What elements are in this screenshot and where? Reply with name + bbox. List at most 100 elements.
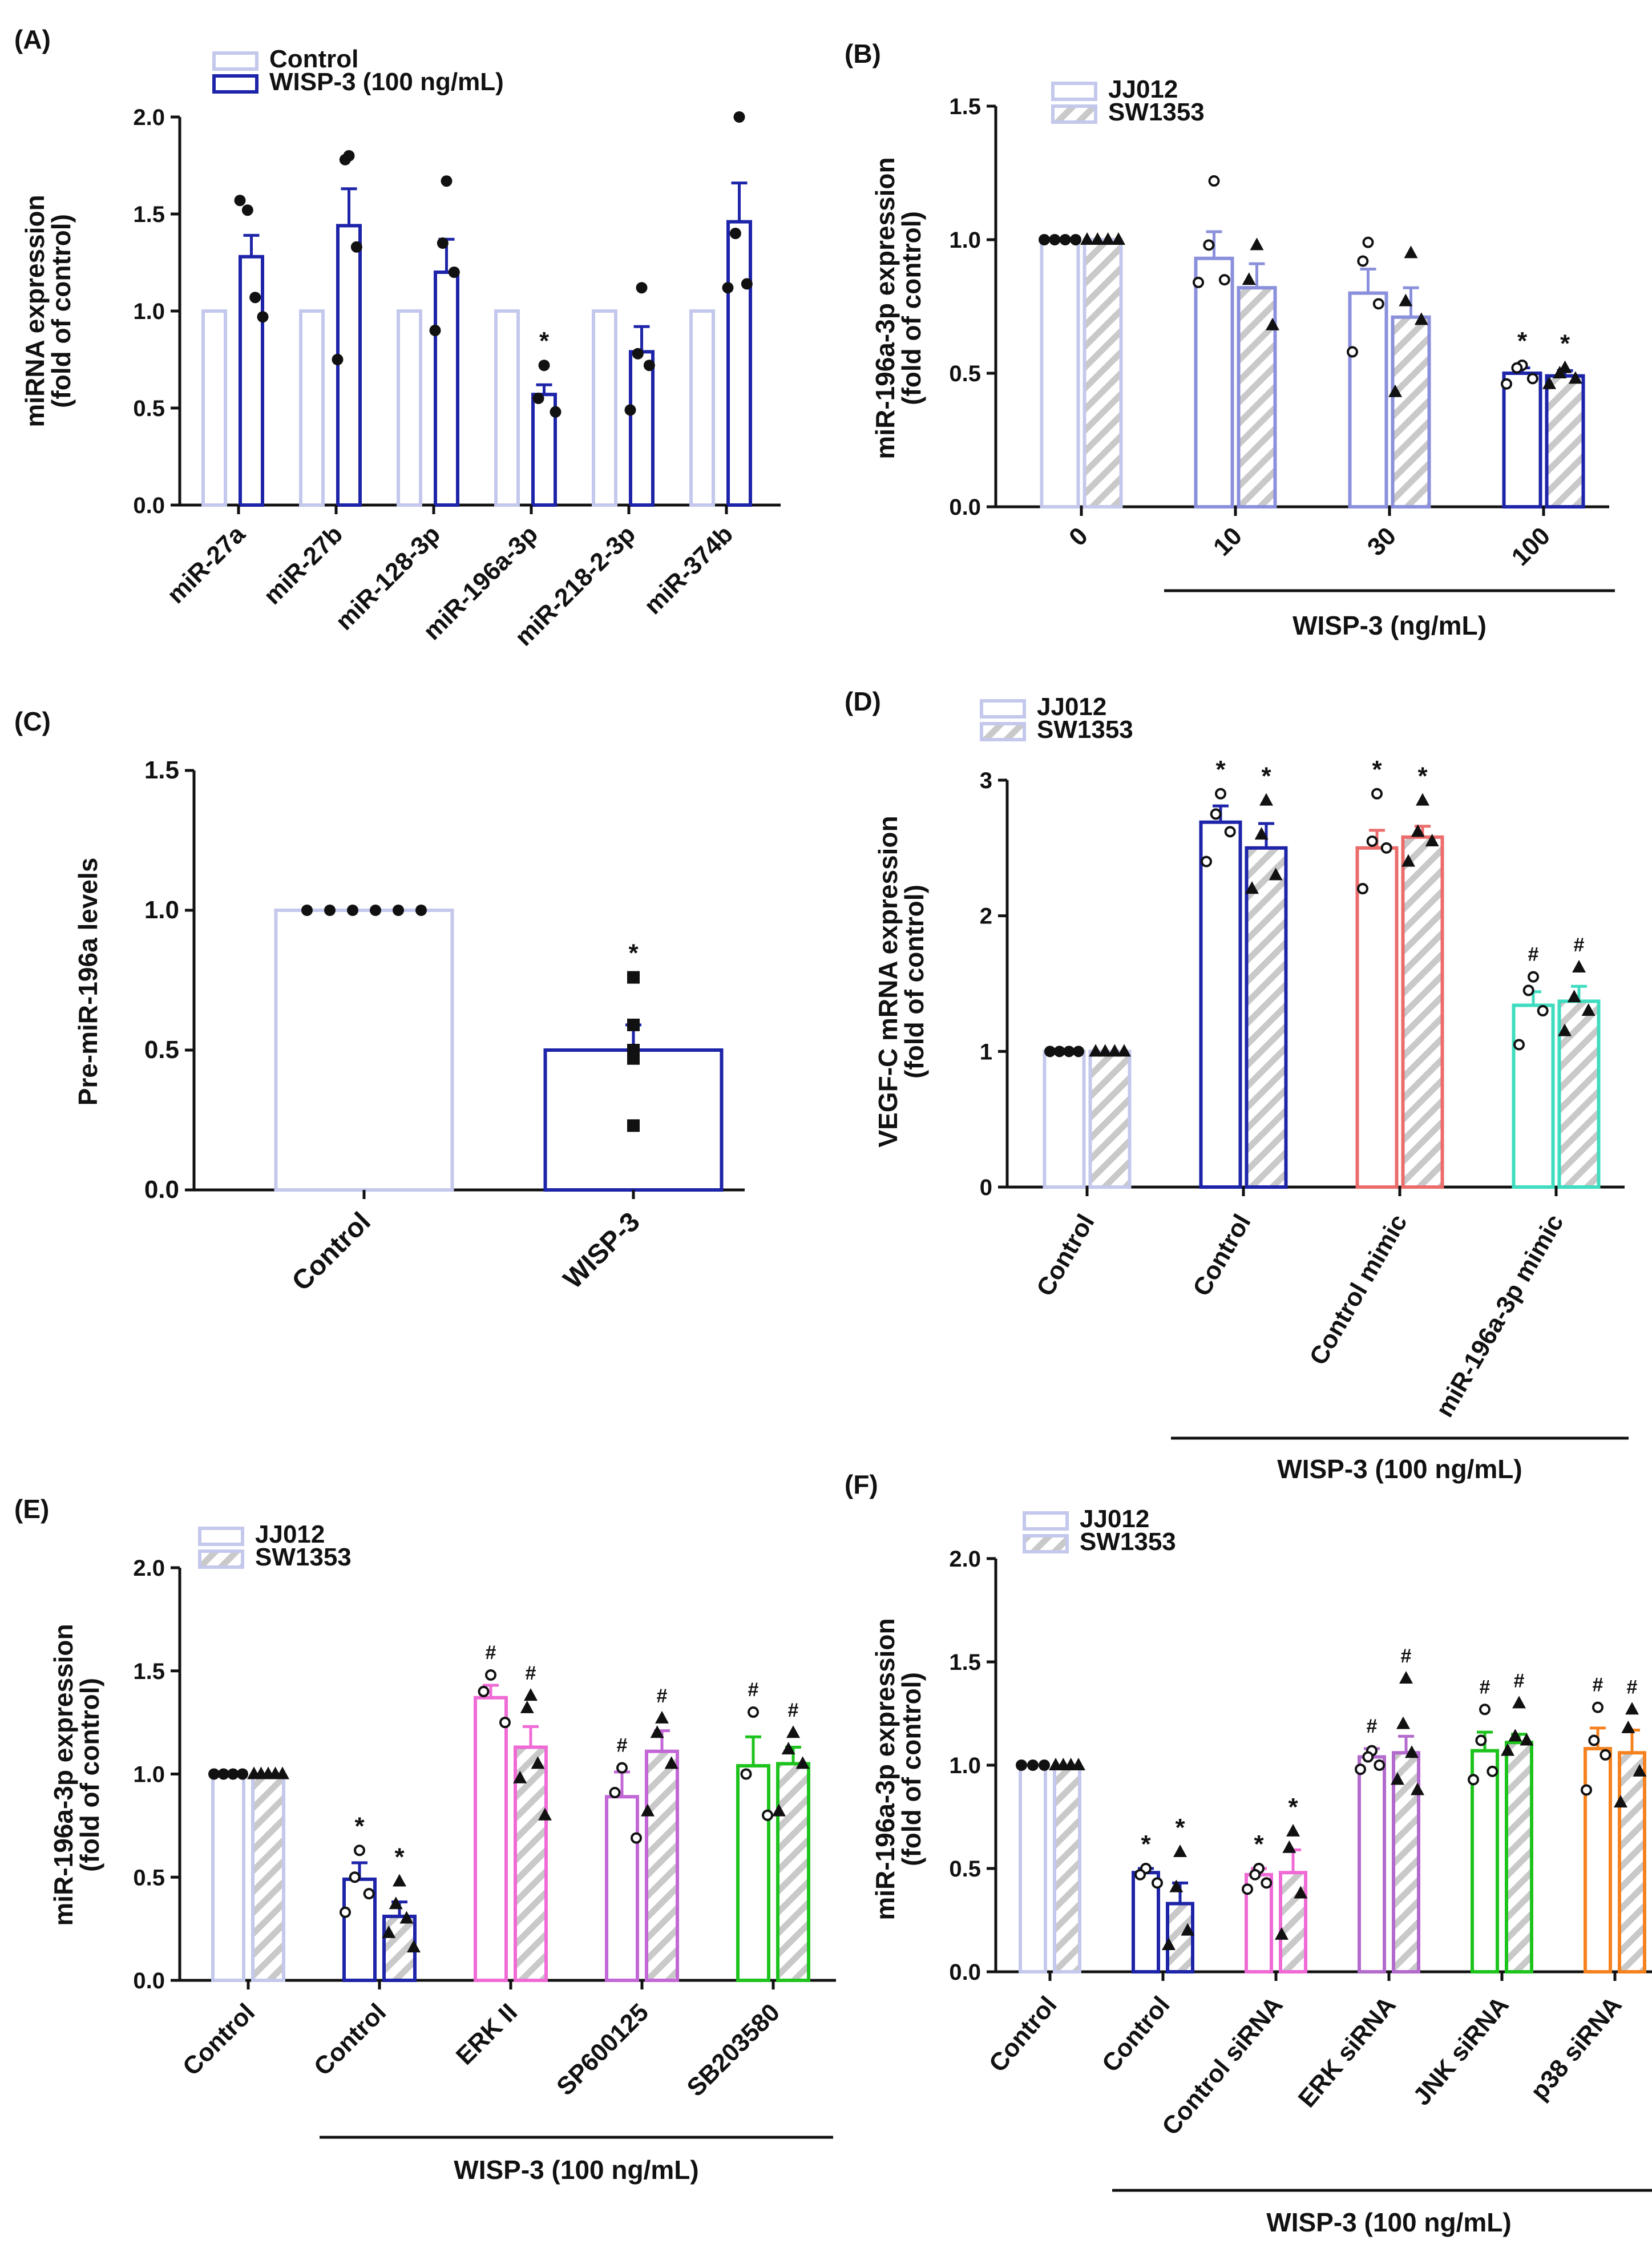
significance-marker: # (1528, 944, 1539, 966)
bar (397, 309, 422, 507)
data-point (389, 1896, 403, 1910)
data-point (1501, 378, 1512, 390)
data-point (1063, 1046, 1075, 1058)
data-point (1059, 234, 1071, 245)
panel-label: (E) (14, 1494, 49, 1524)
data-point (1391, 1772, 1404, 1785)
y-tick-label: 2 (980, 904, 992, 929)
significance-marker: # (1480, 1676, 1491, 1698)
legend-swatch (198, 1527, 244, 1546)
data-point (1468, 1774, 1479, 1786)
data-point (1090, 232, 1105, 245)
significance-marker: # (486, 1642, 496, 1664)
x-tick-label: miR-27a (161, 520, 251, 609)
bar (1194, 256, 1234, 508)
x-tick-label: SB203580 (681, 1998, 785, 2102)
data-point (429, 325, 441, 336)
y-tick-label: 1.0 (133, 1762, 165, 1787)
data-point (532, 393, 544, 404)
significance-marker: * (1417, 762, 1428, 790)
data-point (1016, 1759, 1027, 1771)
significance-marker: # (1514, 1670, 1525, 1692)
data-point (1250, 237, 1264, 251)
data-point (1249, 1868, 1261, 1880)
y-tick-label: 1.0 (144, 896, 179, 924)
bar (474, 1696, 508, 1983)
bar (494, 309, 520, 507)
data-point (1173, 1845, 1187, 1858)
data-point (1522, 984, 1534, 996)
y-axis-label: (fold of control) (899, 885, 929, 1079)
data-point (363, 1888, 375, 1900)
data-point (437, 237, 449, 249)
panel-a: (A) miRNA expression(fold of control) 0.0 0… (14, 25, 781, 651)
data-point (1282, 1840, 1296, 1853)
data-point (257, 311, 269, 323)
data-point (1508, 1729, 1522, 1742)
significance-marker: * (354, 1812, 365, 1840)
data-point (217, 1768, 229, 1780)
data-point (729, 228, 741, 239)
data-point (762, 1809, 773, 1821)
data-point (1528, 971, 1539, 983)
y-axis-label: Pre-miR-196a levels (73, 858, 103, 1106)
bar (629, 350, 655, 507)
y-axis-label: (fold of control) (75, 1678, 104, 1872)
data-point (636, 282, 648, 294)
data-point (1070, 234, 1081, 245)
panel-e: (E) miR-196a-3p expression(fold of contro… (14, 1494, 836, 2185)
data-point (1215, 788, 1226, 800)
data-point (1201, 855, 1212, 867)
y-tick-label: 0.5 (949, 1856, 981, 1882)
data-point (407, 1940, 421, 1953)
data-point (632, 348, 644, 360)
data-point (1275, 1927, 1289, 1940)
data-point (1600, 1749, 1611, 1761)
x-tick-label: Control (286, 1206, 377, 1297)
y-axis-label: (fold of control) (896, 1672, 926, 1866)
data-point (340, 1906, 351, 1918)
y-axis-label: miRNA expression (20, 195, 50, 427)
significance-marker: * (1517, 327, 1528, 355)
data-point (550, 406, 562, 418)
significance-marker: * (1261, 762, 1271, 790)
x-tick-label: Control mimic (1304, 1210, 1412, 1370)
y-tick-label: 1.0 (949, 228, 981, 253)
data-point (1073, 1046, 1084, 1058)
data-point (1245, 881, 1259, 894)
data-point (448, 267, 460, 278)
bar (1512, 1003, 1555, 1189)
y-tick-label: 0.5 (144, 1036, 179, 1064)
data-point (415, 905, 427, 916)
x-tick-label: Control (1187, 1210, 1257, 1301)
data-point (1101, 232, 1115, 245)
y-tick-label: 0.5 (133, 1865, 165, 1890)
data-point (1347, 346, 1358, 358)
data-point (1039, 1759, 1050, 1771)
group-label: WISP-3 (100 ng/mL) (1266, 2207, 1511, 2237)
data-point (1568, 371, 1582, 384)
bar (1471, 1749, 1499, 1973)
data-point (276, 1766, 289, 1779)
significance-marker: # (657, 1685, 668, 1707)
data-point (1592, 1701, 1603, 1713)
data-point (1259, 793, 1273, 806)
bar (1083, 238, 1123, 508)
y-tick-label: 0.0 (144, 1176, 179, 1204)
y-tick-label: 2.0 (133, 105, 165, 130)
legend-swatch (212, 74, 258, 94)
data-point (241, 204, 253, 216)
data-point (1112, 232, 1125, 245)
y-tick-label: 2.0 (133, 1556, 165, 1581)
y-tick-label: 2.0 (949, 1547, 981, 1572)
bar (1237, 286, 1277, 508)
data-point (1633, 1763, 1647, 1777)
bar (592, 309, 617, 507)
panel-label: (D) (845, 687, 881, 716)
data-point (772, 1803, 786, 1817)
bar (1401, 835, 1444, 1189)
data-point (1294, 1886, 1308, 1899)
bar (251, 1772, 285, 1982)
